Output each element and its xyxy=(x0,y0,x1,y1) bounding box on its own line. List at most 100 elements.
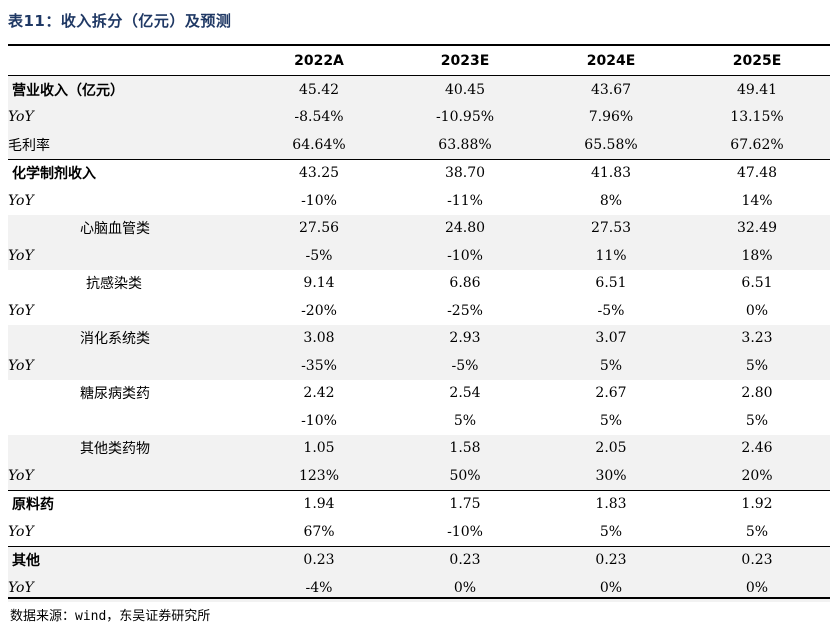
value-cell: 0.23 xyxy=(392,545,538,574)
row-label: 营业收入（亿元） xyxy=(8,75,246,104)
value-cell: 2.67 xyxy=(538,379,684,407)
row-label: YoY xyxy=(8,187,246,215)
bottom-rule xyxy=(8,597,830,599)
table-row: 心脑血管类 27.56 24.80 27.53 32.49 xyxy=(8,214,830,242)
value-cell: 6.51 xyxy=(684,269,830,297)
table-row: YoY -8.54% -10.95% 7.96% 13.15% xyxy=(8,103,830,131)
value-cell: 1.92 xyxy=(684,489,830,518)
value-cell: -10% xyxy=(246,407,392,435)
source-note: 数据来源：wind，东吴证券研究所 xyxy=(10,609,211,624)
value-cell: 67.62% xyxy=(684,131,830,159)
header-cell xyxy=(8,46,246,76)
value-cell: 0.23 xyxy=(684,545,830,574)
table-row: 原料药 1.94 1.75 1.83 1.92 xyxy=(8,489,830,518)
row-label: YoY xyxy=(8,462,246,490)
value-cell: 7.96% xyxy=(538,103,684,131)
value-cell: 40.45 xyxy=(392,75,538,104)
value-cell: 2.46 xyxy=(684,434,830,462)
value-cell: -4% xyxy=(246,574,392,602)
value-cell: 0% xyxy=(684,574,830,602)
value-cell: -25% xyxy=(392,297,538,325)
row-label: YoY xyxy=(8,242,246,270)
value-cell: 13.15% xyxy=(684,103,830,131)
value-cell: -11% xyxy=(392,187,538,215)
value-cell: 47.48 xyxy=(684,158,830,187)
value-cell: 0.23 xyxy=(246,545,392,574)
value-cell: 20% xyxy=(684,462,830,490)
table-row: YoY 67% -10% 5% 5% xyxy=(8,518,830,546)
value-cell: 5% xyxy=(538,352,684,380)
value-cell: 1.94 xyxy=(246,489,392,518)
value-cell: 30% xyxy=(538,462,684,490)
value-cell: 5% xyxy=(684,407,830,435)
value-cell: 41.83 xyxy=(538,158,684,187)
table-row: 化学制剂收入 43.25 38.70 41.83 47.48 xyxy=(8,158,830,187)
row-label: 原料药 xyxy=(8,489,246,518)
value-cell: 64.64% xyxy=(246,131,392,159)
value-cell: 43.67 xyxy=(538,75,684,104)
row-label: 抗感染类 xyxy=(8,269,246,297)
value-cell: -5% xyxy=(538,297,684,325)
table-row: YoY -35% -5% 5% 5% xyxy=(8,352,830,380)
value-cell: 67% xyxy=(246,518,392,546)
value-cell: 50% xyxy=(392,462,538,490)
table-body: 营业收入（亿元） 45.42 40.45 43.67 49.41 YoY -8.54% -10… xyxy=(8,75,830,602)
row-label: YoY xyxy=(8,103,246,131)
value-cell: 0% xyxy=(684,297,830,325)
table-row: 营业收入（亿元） 45.42 40.45 43.67 49.41 xyxy=(8,75,830,104)
value-cell: 38.70 xyxy=(392,158,538,187)
row-label: 其他类药物 xyxy=(8,434,246,462)
value-cell: 1.58 xyxy=(392,434,538,462)
value-cell: 6.51 xyxy=(538,269,684,297)
value-cell: 1.75 xyxy=(392,489,538,518)
header-row: 2022A 2023E 2024E 2025E xyxy=(8,46,830,76)
row-label: 糖尿病类药 xyxy=(8,379,246,407)
value-cell: 123% xyxy=(246,462,392,490)
value-cell: 5% xyxy=(684,352,830,380)
value-cell: 43.25 xyxy=(246,158,392,187)
value-cell: 0.23 xyxy=(538,545,684,574)
value-cell: 5% xyxy=(684,518,830,546)
value-cell: -10% xyxy=(246,187,392,215)
value-cell: 1.05 xyxy=(246,434,392,462)
row-label: YoY xyxy=(8,574,246,602)
table-row: 毛利率 64.64% 63.88% 65.58% 67.62% xyxy=(8,131,830,159)
value-cell: 1.83 xyxy=(538,489,684,518)
value-cell: 14% xyxy=(684,187,830,215)
table-row: YoY -10% -11% 8% 14% xyxy=(8,187,830,215)
table-row: YoY -4% 0% 0% 0% xyxy=(8,574,830,602)
value-cell: 3.08 xyxy=(246,324,392,352)
row-label: 其他 xyxy=(8,545,246,574)
table-row: 抗感染类 9.14 6.86 6.51 6.51 xyxy=(8,269,830,297)
header-cell: 2024E xyxy=(538,46,684,76)
value-cell: 32.49 xyxy=(684,214,830,242)
top-rule xyxy=(8,44,830,46)
value-cell: 3.07 xyxy=(538,324,684,352)
value-cell: -10.95% xyxy=(392,103,538,131)
value-cell: 27.56 xyxy=(246,214,392,242)
value-cell: 45.42 xyxy=(246,75,392,104)
value-cell: 0% xyxy=(538,574,684,602)
table-row: YoY 123% 50% 30% 20% xyxy=(8,462,830,490)
table-row: YoY -20% -25% -5% 0% xyxy=(8,297,830,325)
value-cell: 2.93 xyxy=(392,324,538,352)
value-cell: 5% xyxy=(392,407,538,435)
value-cell: -5% xyxy=(246,242,392,270)
revenue-table: 2022A 2023E 2024E 2025E 营业收入（亿元） 45.42 40.… xyxy=(8,46,830,602)
value-cell: 6.86 xyxy=(392,269,538,297)
value-cell: -5% xyxy=(392,352,538,380)
row-label: YoY xyxy=(8,297,246,325)
value-cell: 49.41 xyxy=(684,75,830,104)
value-cell: 27.53 xyxy=(538,214,684,242)
row-label xyxy=(8,407,246,435)
value-cell: 2.05 xyxy=(538,434,684,462)
value-cell: -10% xyxy=(392,242,538,270)
row-label: YoY xyxy=(8,352,246,380)
value-cell: 24.80 xyxy=(392,214,538,242)
value-cell: 0% xyxy=(392,574,538,602)
table-row: 消化系统类 3.08 2.93 3.07 3.23 xyxy=(8,324,830,352)
value-cell: 65.58% xyxy=(538,131,684,159)
value-cell: 3.23 xyxy=(684,324,830,352)
value-cell: -10% xyxy=(392,518,538,546)
header-cell: 2025E xyxy=(684,46,830,76)
